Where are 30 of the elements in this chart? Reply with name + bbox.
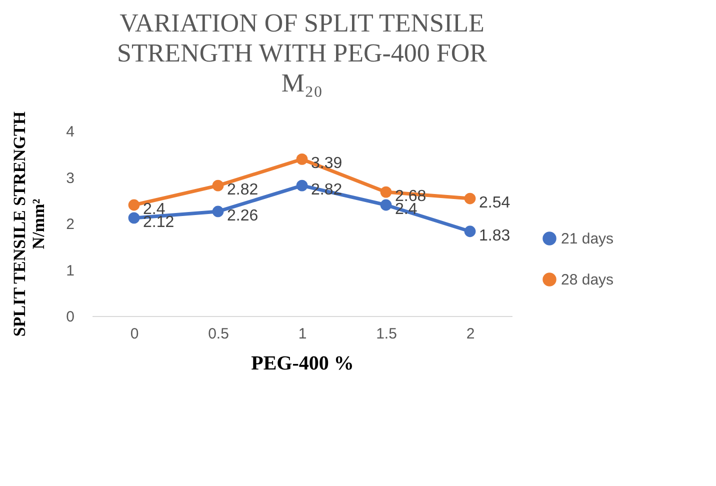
point [212,180,224,192]
y-tick-label: 3 [66,170,74,187]
legend-label: 28 days [561,272,614,288]
x-tick-label: 2 [466,326,475,342]
y-tick-label: 2 [66,216,74,233]
data-label: 2.54 [479,194,510,212]
point [128,199,140,211]
y-tick-label: 4 [66,124,74,140]
x-tick-label: 0 [130,326,139,342]
point [296,154,308,165]
y-tick-label: 1 [66,262,74,280]
x-tick-label: 0.5 [208,326,229,342]
x-axis-title: PEG-400 % [251,352,354,374]
x-tick-label: 1.5 [376,326,397,342]
point [464,226,476,238]
point [380,199,392,211]
data-label: 2.82 [227,182,258,199]
x-tick-label: 1 [298,326,307,342]
y-tick-label: 0 [66,308,74,326]
point [212,206,224,218]
data-label: 1.83 [479,227,510,244]
y-axis-title: SPLIT TENSILE STRENGTH N/mm² [10,111,48,337]
data-label: 2.12 [143,214,174,231]
point [128,212,140,224]
point [464,192,476,204]
point [380,186,392,198]
chart-title: VARIATION OF SPLIT TENSILE STRENGTH WITH PEG-400 FOR M₂₀ [116,8,488,98]
legend-label: 21 days [561,230,614,248]
point [296,180,308,192]
data-label: 2.26 [227,207,258,224]
